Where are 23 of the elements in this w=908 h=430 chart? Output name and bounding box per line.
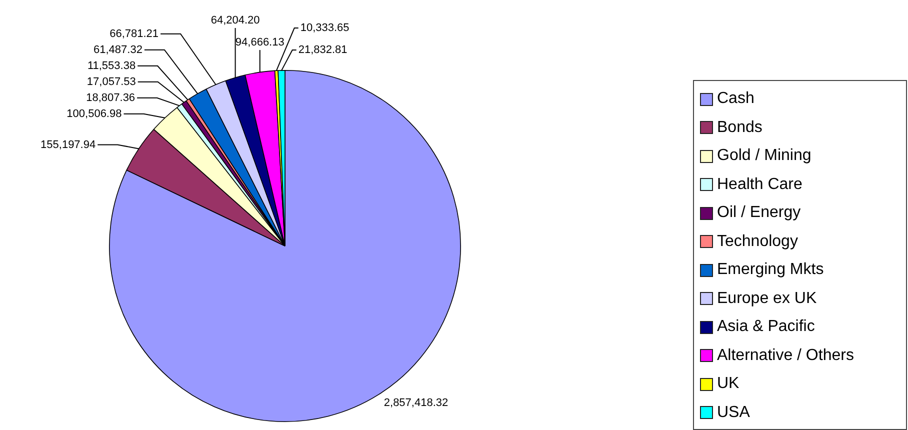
data-label: 11,553.38 bbox=[87, 60, 136, 72]
legend-label: USA bbox=[717, 404, 750, 422]
data-label: 100,506.98 bbox=[66, 108, 122, 120]
legend-label: UK bbox=[717, 375, 740, 394]
legend-label: Bonds bbox=[717, 118, 762, 137]
legend-label: Cash bbox=[717, 90, 754, 108]
legend-label: Gold / Mining bbox=[717, 147, 812, 166]
data-label: 2,857,418.32 bbox=[384, 397, 448, 410]
data-label: 66,781.21 bbox=[110, 28, 159, 40]
legend-label: Emerging Mkts bbox=[717, 261, 824, 280]
data-label: 17,057.53 bbox=[86, 76, 136, 88]
legend-label: Europe ex UK bbox=[717, 290, 817, 308]
legend-label: Health Care bbox=[717, 176, 802, 194]
legend-label: Technology bbox=[717, 232, 798, 251]
legend-label: Asia & Pacific bbox=[717, 318, 815, 336]
data-label: 155,197.94 bbox=[40, 138, 96, 151]
legend-label: Oil / Energy bbox=[717, 204, 801, 222]
data-label: 61,487.32 bbox=[94, 44, 142, 56]
data-label: 21,832.81 bbox=[298, 44, 348, 56]
data-label: 10,333.65 bbox=[300, 22, 350, 34]
data-label: 18,807.36 bbox=[86, 92, 136, 104]
legend-label: Alternative / Others bbox=[717, 346, 854, 365]
data-label: 64,204.20 bbox=[210, 14, 260, 27]
